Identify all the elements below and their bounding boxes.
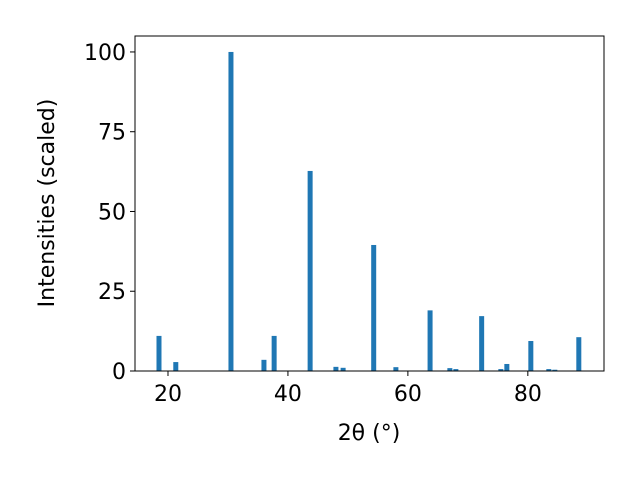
bar xyxy=(340,367,346,371)
y-tick-label: 0 xyxy=(112,360,126,385)
y-tick-label: 50 xyxy=(98,200,126,225)
plot-frame xyxy=(134,35,605,372)
bar xyxy=(427,310,433,371)
bar xyxy=(528,341,534,371)
bar xyxy=(261,359,267,371)
bar xyxy=(552,369,558,371)
bar xyxy=(156,335,162,371)
x-axis-label: 2θ (°) xyxy=(338,421,401,446)
bar xyxy=(393,367,399,371)
y-tick-label: 25 xyxy=(98,280,126,305)
y-axis-label: Intensities (scaled) xyxy=(35,99,60,308)
bar xyxy=(546,369,552,371)
bar xyxy=(307,170,313,371)
x-tick-label: 60 xyxy=(394,382,422,407)
bar xyxy=(576,337,582,371)
bar xyxy=(479,316,485,371)
bar xyxy=(271,335,277,371)
y-tick-label: 100 xyxy=(84,41,126,66)
x-tick-label: 20 xyxy=(154,382,182,407)
y-tick-label: 75 xyxy=(98,121,126,146)
bar xyxy=(453,369,459,371)
bar xyxy=(173,362,179,371)
x-tick-label: 80 xyxy=(514,382,542,407)
bar xyxy=(333,366,339,371)
bar xyxy=(504,363,510,371)
x-tick-label: 40 xyxy=(274,382,302,407)
bar xyxy=(447,368,453,371)
bar xyxy=(498,369,504,371)
bar xyxy=(228,51,234,371)
bar xyxy=(371,244,377,371)
